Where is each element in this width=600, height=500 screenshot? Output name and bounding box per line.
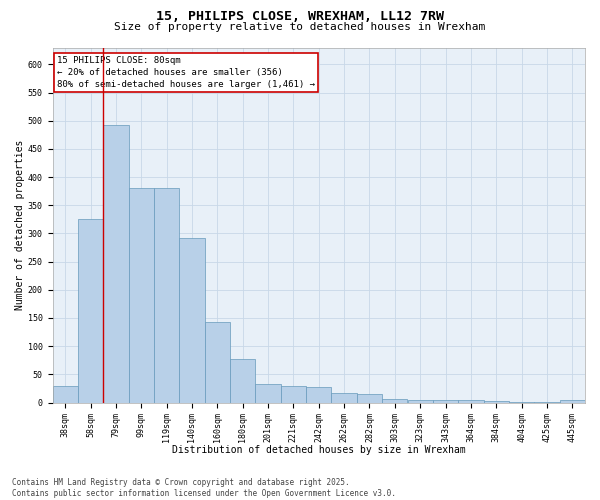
Bar: [281, 386, 306, 402]
Bar: [53, 386, 78, 402]
Bar: [256, 384, 281, 402]
Bar: [103, 124, 128, 402]
Bar: [128, 188, 154, 402]
Bar: [306, 388, 331, 402]
Bar: [560, 400, 585, 402]
Bar: [179, 238, 205, 402]
Y-axis label: Number of detached properties: Number of detached properties: [15, 140, 25, 310]
Text: Size of property relative to detached houses in Wrexham: Size of property relative to detached ho…: [115, 22, 485, 32]
Bar: [205, 322, 230, 402]
Bar: [382, 398, 407, 402]
Text: Contains HM Land Registry data © Crown copyright and database right 2025.
Contai: Contains HM Land Registry data © Crown c…: [12, 478, 396, 498]
Bar: [331, 394, 357, 402]
Bar: [154, 188, 179, 402]
Bar: [458, 400, 484, 402]
Text: 15, PHILIPS CLOSE, WREXHAM, LL12 7RW: 15, PHILIPS CLOSE, WREXHAM, LL12 7RW: [156, 10, 444, 23]
Bar: [230, 359, 256, 403]
Text: 15 PHILIPS CLOSE: 80sqm
← 20% of detached houses are smaller (356)
80% of semi-d: 15 PHILIPS CLOSE: 80sqm ← 20% of detache…: [57, 56, 315, 89]
Bar: [433, 400, 458, 402]
Bar: [357, 394, 382, 402]
Bar: [407, 400, 433, 402]
X-axis label: Distribution of detached houses by size in Wrexham: Distribution of detached houses by size …: [172, 445, 466, 455]
Bar: [78, 220, 103, 402]
